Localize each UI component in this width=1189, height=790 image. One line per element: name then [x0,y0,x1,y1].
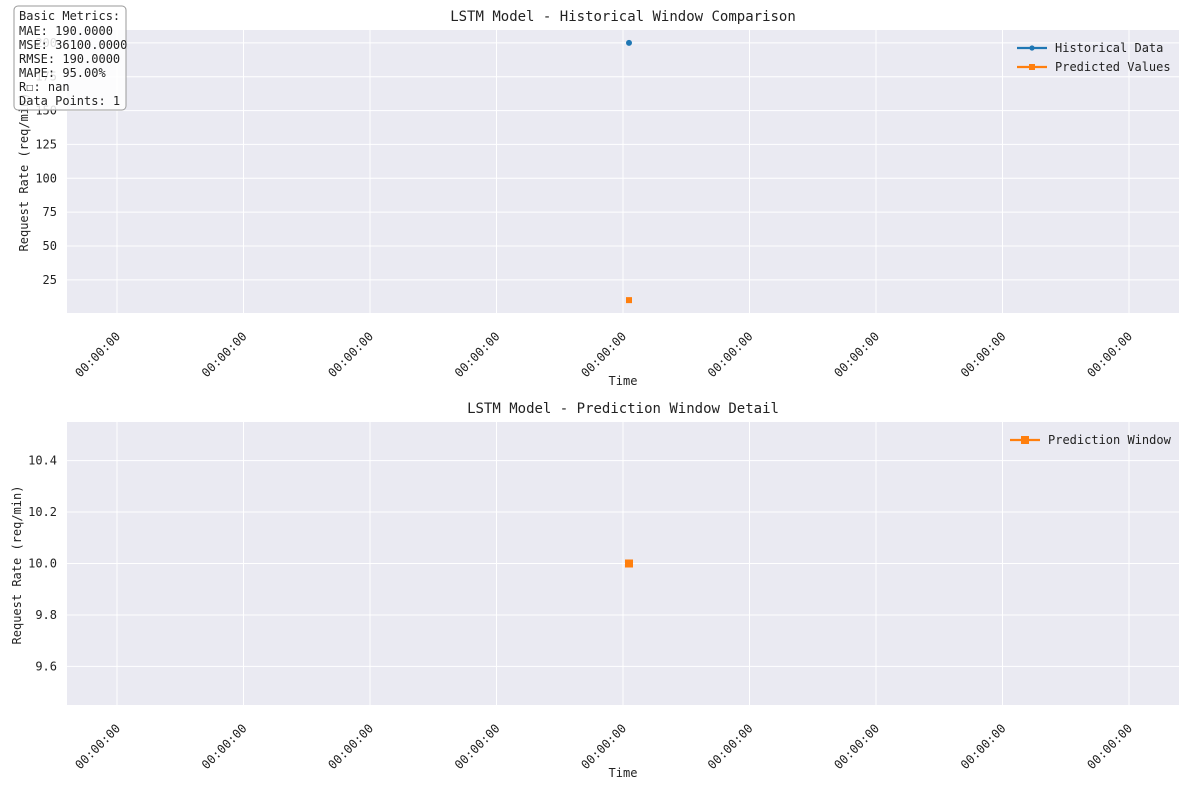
legend: Historical Data Predicted Values [1017,41,1171,74]
x-tick-label: 00:00:00 [705,721,756,772]
y-tick-label: 9.6 [35,659,57,673]
legend-marker-prediction [1021,436,1029,444]
x-tick-label: 00:00:00 [705,329,756,380]
y-tick-label: 10.4 [28,454,57,468]
x-tick-label: 00:00:00 [72,721,123,772]
metrics-line: MAE: 190.0000 [19,24,113,38]
metrics-line: RMSE: 190.0000 [19,52,120,66]
metrics-box-frame [13,5,127,111]
x-tick-label: 00:00:00 [199,721,250,772]
grid [67,422,1179,705]
x-tick-label: 00:00:00 [578,721,629,772]
x-tick-label: 00:00:00 [452,721,503,772]
chart-prediction-window: 00:00:00 00:00:00 00:00:00 00:00:00 00:00:00… [10,401,1179,780]
x-tick-label: 00:00:00 [831,721,882,772]
y-ticks: 9.6 9.8 10.0 10.2 10.4 [28,454,57,674]
y-tick-label: 125 [35,137,57,151]
x-tick-label: 00:00:00 [958,329,1009,380]
y-axis-label: Request Rate (req/min) [10,486,24,645]
x-tick-label: 00:00:00 [325,329,376,380]
data-point [626,39,632,46]
legend-label-historical: Historical Data [1055,41,1163,55]
x-tick-label: 00:00:00 [452,329,503,380]
legend: Prediction Window [1010,433,1172,447]
x-ticks: 00:00:00 00:00:00 00:00:00 00:00:00 00:00:00… [72,329,1135,380]
metrics-box: Basic Metrics: MAE: 190.0000 MSE: 36100.… [13,5,127,111]
x-tick-label: 00:00:00 [1084,329,1135,380]
x-axis-label: Time [609,374,638,388]
data-point [625,559,633,568]
y-tick-label: 10.0 [28,557,57,571]
x-axis-label: Time [609,766,638,780]
chart-title: LSTM Model - Prediction Window Detail [467,401,779,417]
y-tick-label: 75 [43,205,57,219]
x-tick-label: 00:00:00 [958,721,1009,772]
x-tick-label: 00:00:00 [578,329,629,380]
y-tick-label: 9.8 [35,608,57,622]
x-tick-label: 00:00:00 [1084,721,1135,772]
metrics-line: Basic Metrics: [19,9,120,23]
metrics-line: MSE: 36100.0000 [19,38,127,52]
y-tick-label: 50 [43,239,57,253]
metrics-line: Data Points: 1 [19,94,120,108]
y-tick-label: 25 [43,273,57,287]
legend-label-prediction: Prediction Window [1048,433,1172,447]
legend-marker-predicted [1029,64,1035,70]
metrics-line: R☐: nan [19,80,70,94]
x-tick-label: 00:00:00 [325,721,376,772]
y-tick-label: 100 [35,171,57,185]
x-tick-label: 00:00:00 [831,329,882,380]
x-ticks: 00:00:00 00:00:00 00:00:00 00:00:00 00:00:00… [72,721,1135,772]
data-points [626,39,632,304]
chart-historical-window: 00:00:00 00:00:00 00:00:00 00:00:00 00:00:00… [13,5,1179,388]
data-point [626,297,632,304]
legend-marker-historical [1029,45,1035,51]
legend-label-predicted: Predicted Values [1055,60,1171,74]
metrics-line: MAPE: 95.00% [19,66,106,80]
x-tick-label: 00:00:00 [72,329,123,380]
y-tick-label: 10.2 [28,505,57,519]
chart-title: LSTM Model - Historical Window Compariso… [450,9,796,25]
x-tick-label: 00:00:00 [199,329,250,380]
y-axis-label: Request Rate (req/min) [17,93,31,252]
data-points [625,559,633,568]
grid [67,30,1179,313]
